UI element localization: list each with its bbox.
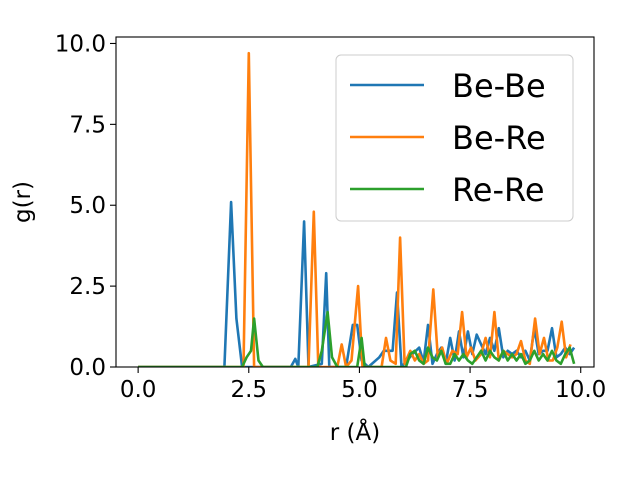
x-axis-label: r (Å) <box>330 418 380 446</box>
x-axis: 0.0 2.5 5.0 7.5 10.0 <box>120 367 606 403</box>
y-tick-label: 2.5 <box>69 274 106 300</box>
legend-box <box>335 54 574 222</box>
plot-frame <box>115 36 595 368</box>
y-tick-label: 5.0 <box>69 193 106 219</box>
y-tick-label: 0.0 <box>69 355 106 381</box>
series-line-re-re <box>138 310 576 367</box>
y-tick-label: 10.0 <box>55 31 106 57</box>
y-axis-label: g(r) <box>10 181 36 223</box>
series-layer <box>138 51 576 367</box>
x-tick-label: 0.0 <box>120 377 157 403</box>
legend: Be-Be Be-Re Re-Re <box>335 54 574 222</box>
legend-label-re-re: Re-Re <box>452 171 545 209</box>
x-tick-label: 10.0 <box>555 377 606 403</box>
y-tick-label: 7.5 <box>69 112 106 138</box>
series-line-be-be <box>138 200 576 367</box>
x-tick-label: 5.0 <box>341 377 378 403</box>
y-axis: 0.0 2.5 5.0 7.5 10.0 <box>55 31 116 381</box>
legend-label-be-re: Be-Re <box>452 119 546 157</box>
x-tick-label: 7.5 <box>452 377 489 403</box>
x-tick-label: 2.5 <box>230 377 267 403</box>
legend-label-be-be: Be-Be <box>452 67 546 105</box>
